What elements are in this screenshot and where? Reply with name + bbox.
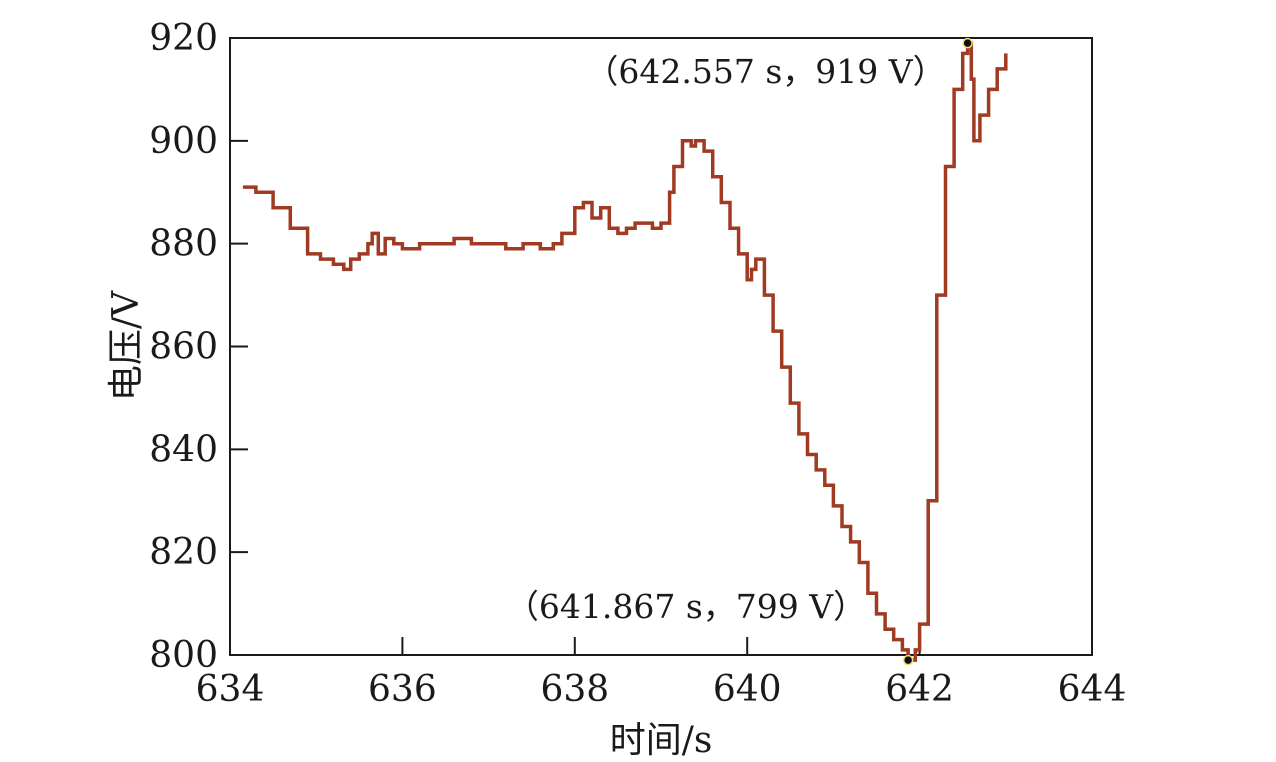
annotation-point (902, 654, 914, 666)
annotation-label: （641.867 s，799 V） (506, 587, 866, 626)
x-tick-label: 638 (540, 669, 609, 710)
annotations: （642.557 s，919 V） （641.867 s，799 V） (506, 37, 973, 666)
y-tick-label: 840 (149, 429, 218, 470)
annotation-label: （642.557 s，919 V） (585, 52, 945, 91)
x-tick-label: 634 (196, 669, 265, 710)
x-axis-ticks: 634 636 638 640 642 644 (196, 637, 1127, 710)
y-tick-label: 800 (149, 635, 218, 676)
x-tick-label: 644 (1058, 669, 1127, 710)
y-tick-label: 920 (149, 18, 218, 59)
y-tick-label: 820 (149, 532, 218, 573)
x-axis-label: 时间/s (610, 720, 713, 761)
x-tick-label: 642 (885, 669, 954, 710)
y-tick-label: 900 (149, 121, 218, 162)
x-tick-label: 636 (368, 669, 437, 710)
y-axis-label: 电压/V (106, 290, 147, 401)
y-tick-label: 860 (149, 327, 218, 368)
annotation-point (962, 37, 973, 49)
y-tick-label: 880 (149, 224, 218, 265)
plot-frame (229, 37, 1093, 656)
voltage-series-line (242, 41, 1008, 662)
y-axis-ticks: 800 820 840 860 880 900 920 (149, 18, 248, 676)
x-tick-label: 640 (713, 669, 782, 710)
